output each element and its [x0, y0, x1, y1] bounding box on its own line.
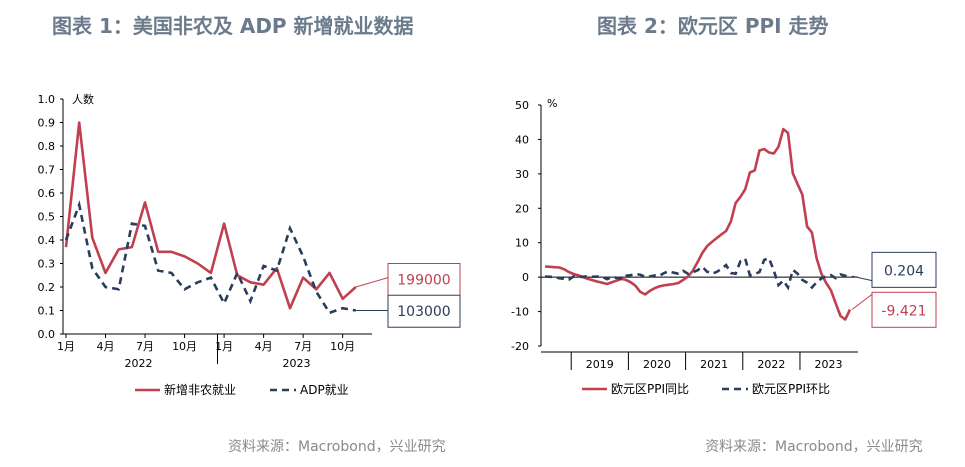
x-tick-label: 4月	[97, 340, 115, 353]
y-tick-label: -20	[511, 340, 529, 353]
x-tick-label: 7月	[136, 340, 154, 353]
y-tick-label: 0.3	[38, 258, 56, 271]
y-tick-label: 0.9	[38, 117, 56, 130]
callout-value-ppi-yoy: -9.421	[881, 303, 926, 319]
right-source-note: 资料来源：Macrobond，兴业研究	[705, 439, 923, 455]
series-line-ppi-mom	[544, 256, 851, 291]
y-tick-label: 0.1	[38, 305, 56, 318]
y-tick-label: 0.7	[38, 164, 56, 177]
year-label: 2023	[815, 358, 843, 371]
x-tick-label: 4月	[255, 340, 273, 353]
year-label: 2020	[643, 358, 671, 371]
year-label: 2019	[586, 358, 614, 371]
x-tick-label: 1月	[57, 340, 75, 353]
y-tick-label: 30	[515, 168, 529, 181]
y-tick-label: 20	[515, 202, 529, 215]
year-label: 2023	[283, 357, 311, 370]
year-label: 2022	[124, 357, 152, 370]
y-axis-label: %	[547, 97, 557, 110]
series-line-nonfarm	[64, 121, 357, 310]
y-tick-label: 0	[522, 271, 529, 284]
y-tick-label: 0.8	[38, 140, 56, 153]
callout-value-nonfarm: 199000	[397, 273, 450, 289]
legend-label-ppi-mom: 欧元区PPI环比	[752, 382, 830, 396]
callout-leader	[851, 275, 873, 282]
y-tick-label: -10	[511, 306, 529, 319]
left-source-note: 资料来源：Macrobond，兴业研究	[228, 439, 446, 455]
right-chart: -20 -10 0 10 20 30 40 50 % 2019 2020 2021 2022 2023 0.…	[511, 97, 937, 396]
legend-label-ppi-yoy: 欧元区PPI同比	[611, 382, 689, 396]
callout-box-ppi-mom	[871, 251, 937, 288]
series-line-adp	[64, 200, 357, 315]
legend-label-nonfarm: 新增非农就业	[164, 382, 236, 397]
y-tick-label: 0.0	[38, 328, 56, 341]
callout-value-ppi-mom: 0.204	[884, 263, 924, 279]
legend-label-adp: ADP就业	[300, 383, 349, 397]
series-line-ppi-yoy	[544, 127, 852, 321]
x-tick-label: 1月	[215, 340, 233, 353]
y-tick-label: 40	[515, 133, 529, 146]
y-tick-label: 0.2	[38, 281, 56, 294]
year-label: 2022	[757, 358, 785, 371]
right-chart-title: 图表 2：欧元区 PPI 走势	[597, 14, 829, 38]
y-tick-label: 0.5	[38, 211, 56, 224]
left-chart: 0.0 0.1 0.2 0.3 0.4 0.5 0.6 0.7 0.8 0.9 1.0 人数 1月 4月 7…	[38, 93, 461, 397]
y-tick-label: 50	[515, 99, 529, 112]
x-tick-label: 7月	[294, 340, 312, 353]
y-tick-label: 0.6	[38, 187, 56, 200]
callout-box-adp	[387, 294, 461, 328]
x-tick-label: 10月	[330, 340, 355, 353]
callout-leader	[355, 277, 389, 288]
y-axis-label: 人数	[72, 93, 94, 106]
callout-box-ppi-yoy	[871, 291, 937, 328]
callout-value-adp: 103000	[397, 304, 450, 320]
y-tick-label: 10	[515, 237, 529, 250]
left-chart-title: 图表 1：美国非农及 ADP 新增就业数据	[52, 14, 414, 38]
year-label: 2021	[700, 358, 728, 371]
y-tick-label: 0.4	[38, 234, 56, 247]
y-tick-label: 1.0	[38, 93, 56, 106]
x-tick-label: 10月	[172, 340, 197, 353]
callout-leader	[851, 293, 873, 310]
